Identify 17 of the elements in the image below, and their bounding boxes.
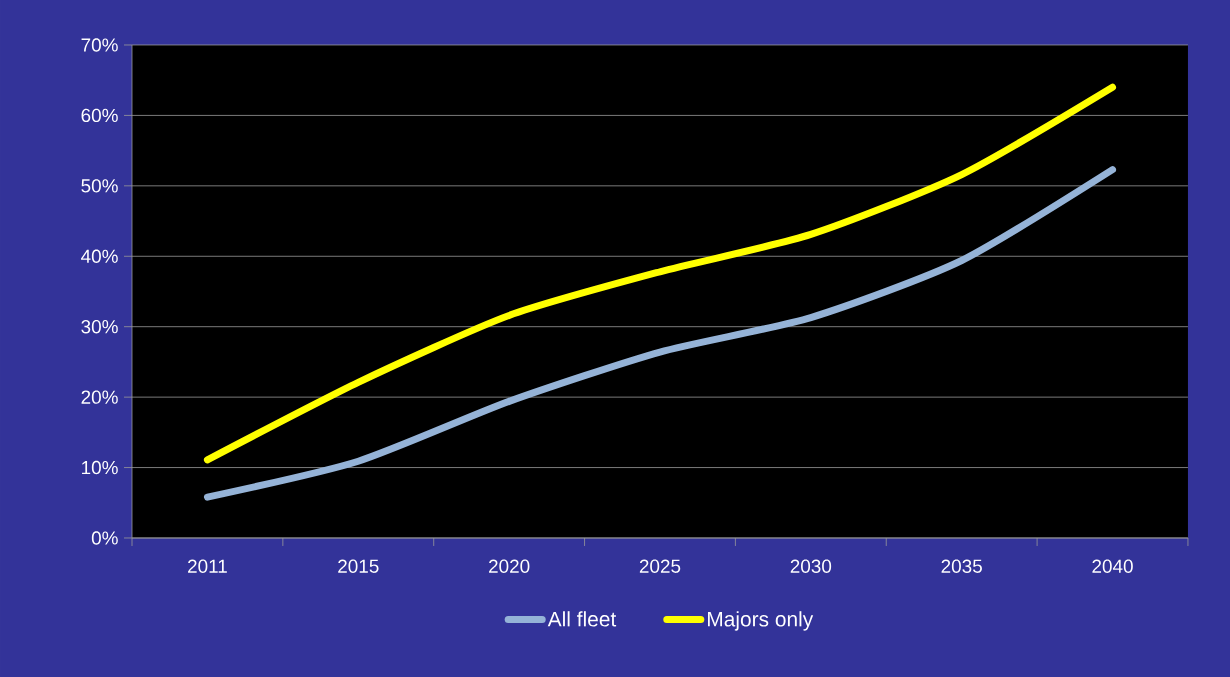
y-tick-label: 70% — [81, 38, 118, 52]
legend-label: All fleet — [547, 611, 617, 627]
y-tick-label: 0% — [91, 531, 118, 545]
y-tick-label: 20% — [81, 390, 118, 404]
legend-label: Majors only — [708, 611, 814, 631]
y-tick-label: 50% — [81, 179, 118, 193]
y-tick-label: 60% — [81, 108, 118, 123]
y-tick-label: 10% — [82, 460, 118, 475]
y-tick-label: 40% — [81, 249, 118, 263]
x-tick-label: 2015 — [338, 559, 379, 573]
x-tick-label: 2035 — [941, 559, 982, 573]
x-tick-label: 2040 — [1092, 559, 1133, 573]
x-tick-label: 2020 — [489, 559, 530, 573]
x-tick-label: 2025 — [639, 559, 681, 573]
x-tick-label: 2011 — [188, 559, 227, 573]
x-tick-label: 2030 — [790, 559, 832, 573]
y-tick-label: 30% — [81, 320, 118, 334]
